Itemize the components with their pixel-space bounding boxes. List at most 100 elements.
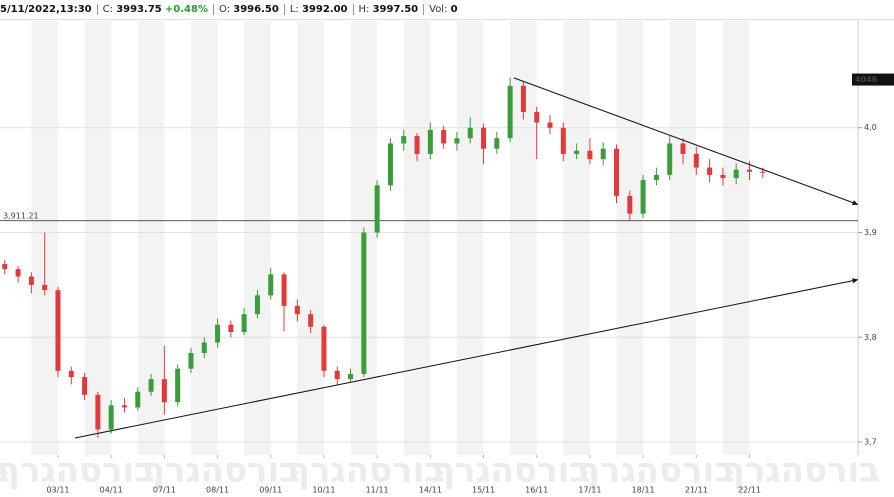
candle-body (254, 295, 260, 315)
open-value: 3996.50 (233, 4, 279, 15)
x-tick-label: 04/11 (100, 486, 123, 495)
candle-body (135, 391, 141, 408)
candle-body (348, 373, 354, 380)
candle-body (148, 379, 154, 392)
candle-body (414, 136, 420, 154)
candle-body (760, 171, 766, 173)
x-tick-label: 09/11 (259, 486, 282, 495)
y-tick-label: 3,8 (864, 333, 877, 342)
candle-body (68, 370, 74, 378)
candle-body (667, 143, 673, 175)
candle-body (441, 129, 447, 144)
high-group: H: 3997.50 (352, 4, 424, 15)
x-tick-label: 21/11 (685, 486, 708, 495)
y-tick-label: 3,9 (864, 228, 877, 237)
price-marker-box (852, 73, 894, 86)
candle-body (680, 143, 686, 154)
day-stripe (190, 21, 218, 455)
candle-body (520, 85, 526, 113)
candle-body (42, 284, 48, 291)
day-stripe (669, 21, 697, 455)
day-stripe (456, 21, 484, 455)
x-tick-label: 18/11 (632, 486, 655, 495)
trendline-arrow (852, 278, 858, 284)
x-tick-label: 10/11 (312, 486, 335, 495)
y-tick-label: 4,0 (864, 123, 877, 132)
label: L: (289, 4, 299, 15)
x-tick-label: 08/11 (206, 486, 229, 495)
date: 5/11/2022,13:30 (0, 4, 97, 15)
candle-body (15, 269, 21, 277)
candle-body (587, 150, 593, 160)
candle-body (374, 185, 380, 233)
day-stripe (616, 21, 644, 455)
x-tick-label: 17/11 (578, 486, 601, 495)
candle-body (2, 263, 8, 270)
candle-body (188, 352, 194, 369)
candle-body (454, 138, 460, 144)
candle-body (720, 174, 726, 179)
candle-body (467, 127, 473, 139)
trendline (513, 77, 859, 206)
candle-body (95, 394, 101, 430)
candle-body (241, 314, 247, 333)
candle-body (55, 290, 61, 371)
candle-body (228, 324, 234, 333)
x-tick-label: 07/11 (153, 486, 176, 495)
quote-header: 5/11/2022,13:30 C: 3993.75 +0.48% O: 399… (0, 0, 894, 20)
x-tick-label: 22/11 (738, 486, 761, 495)
y-tick-label: 3,7 (864, 438, 877, 447)
x-tick-label: 15/11 (472, 486, 495, 495)
candle-body (507, 85, 513, 139)
candle-body (82, 377, 88, 395)
candle-body (201, 342, 207, 353)
x-tick-label: 14/11 (419, 486, 442, 495)
label: H: (358, 4, 370, 15)
candle-body (707, 167, 713, 175)
candle-body (481, 127, 487, 149)
candle-body (321, 326, 327, 371)
price-marker-label: 4046 (855, 75, 878, 84)
candle-body (746, 169, 752, 172)
candle-body (560, 127, 566, 154)
candle-body (361, 232, 367, 374)
candle-body (494, 138, 500, 149)
low-group: L: 3992.00 (283, 4, 353, 15)
day-stripe (722, 21, 750, 455)
candle-body (547, 122, 553, 128)
candle-body (268, 274, 274, 296)
x-tick-label: 16/11 (525, 486, 548, 495)
candle-body (334, 370, 340, 380)
change-value: +0.48% (164, 4, 208, 15)
day-stripe (297, 21, 324, 455)
candle-body (294, 305, 300, 315)
watermark: בורסהגרף (0, 451, 155, 491)
candle-body (693, 153, 699, 168)
candle-body (534, 112, 540, 123)
level-label: 3,911.21 (3, 211, 39, 220)
day-stripe (244, 21, 271, 455)
candle-body (653, 174, 659, 181)
candle-body (215, 324, 221, 343)
candle-body (281, 274, 287, 306)
x-tick-label: 03/11 (46, 486, 69, 495)
watermark: בורסהגרף (287, 451, 445, 491)
vol-value: 0 (450, 4, 458, 15)
candle-body (733, 169, 739, 179)
candle-body (574, 150, 580, 154)
watermark: בורסהגרף (577, 451, 735, 491)
trendline (74, 279, 859, 439)
open-group: O: 3996.50 (213, 4, 284, 15)
date-text: 5/11/2022,13:30 (0, 4, 92, 15)
candle-body (108, 405, 114, 430)
day-stripe (563, 21, 590, 455)
high-value: 3997.50 (372, 4, 419, 15)
candle-body (161, 379, 167, 403)
candle-body (175, 368, 181, 403)
candle-body (627, 195, 633, 214)
candle-body (600, 148, 606, 160)
candle-body (427, 129, 433, 154)
close-group: C: 3993.75 +0.48% (96, 4, 213, 15)
watermark: בורסהגרף (0, 451, 10, 491)
